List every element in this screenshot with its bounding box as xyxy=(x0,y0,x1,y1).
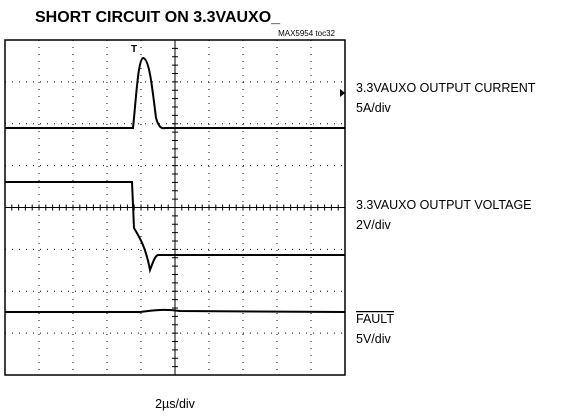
trigger-marker: T xyxy=(131,44,137,55)
timebase: 2µs/div xyxy=(155,397,196,411)
voltage-trace xyxy=(5,181,345,274)
screen-frame xyxy=(4,39,346,376)
trace-scale: 2V/div xyxy=(356,218,391,232)
trace-label: 3.3VAUXO OUTPUT CURRENT xyxy=(356,81,536,95)
figure-code: MAX5954 toc32 xyxy=(278,29,335,38)
grid xyxy=(4,39,345,376)
trace-label: FAULT xyxy=(356,312,394,326)
title: SHORT CIRCUIT ON 3.3VAUXO_ xyxy=(35,9,281,26)
trigger-level-marker xyxy=(340,89,345,97)
trace-label: 3.3VAUXO OUTPUT VOLTAGE xyxy=(356,198,532,212)
fault-trace xyxy=(5,308,346,313)
current-trace xyxy=(5,56,345,130)
trace-scale: 5V/div xyxy=(356,332,391,346)
trace-scale: 5A/div xyxy=(356,101,391,115)
